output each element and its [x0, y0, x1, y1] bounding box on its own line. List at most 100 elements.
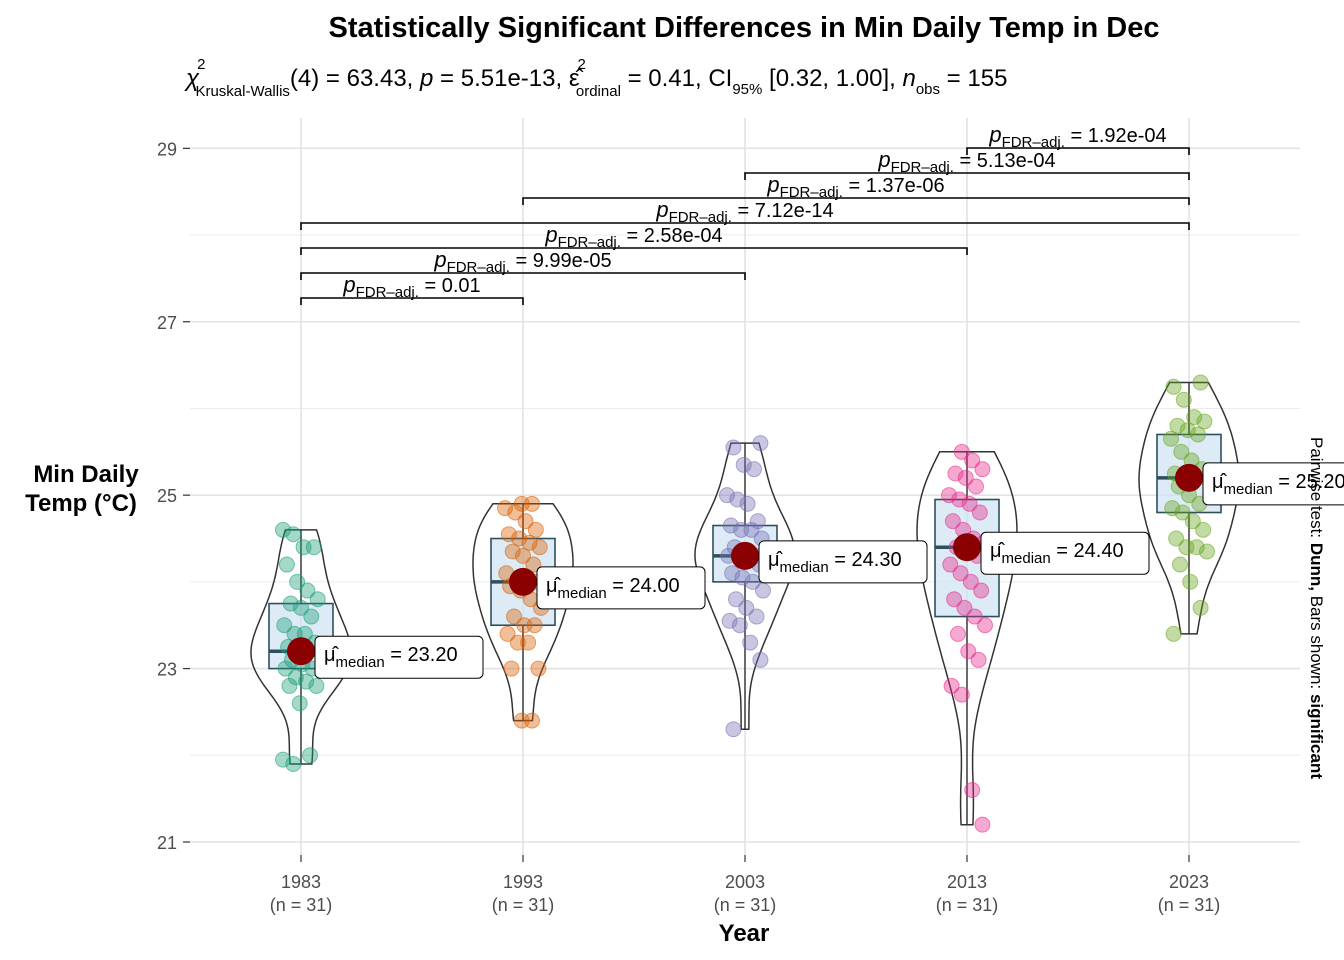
comparison-p-label: pFDR–adj. = 7.12e-14 [655, 197, 833, 226]
x-tick-count: (n = 31) [1158, 895, 1221, 915]
comparison-p-label: pFDR–adj. = 0.01 [342, 272, 480, 301]
data-point [725, 439, 742, 456]
data-point [507, 504, 524, 521]
data-point [289, 573, 306, 590]
chart-title: Statistically Significant Differences in… [328, 12, 1159, 44]
data-point [1179, 422, 1196, 439]
data-point [497, 500, 513, 517]
median-marker-2013 [953, 533, 981, 562]
data-point [739, 495, 756, 512]
data-point [1184, 513, 1201, 530]
data-point [302, 747, 318, 764]
violin-1983 [250, 529, 352, 765]
data-point [276, 617, 293, 634]
data-point [742, 634, 759, 651]
median-label-box [314, 635, 484, 679]
y-tick-label: 25 [157, 486, 177, 506]
data-point [1182, 573, 1199, 590]
data-point [944, 513, 961, 530]
data-point [722, 517, 739, 534]
median-label-box [536, 566, 706, 610]
data-point [1196, 413, 1213, 430]
data-point [1165, 378, 1182, 395]
x-tick-label: 2013 [947, 872, 987, 892]
data-point [749, 513, 766, 530]
data-point [299, 582, 316, 599]
median-label: μ̂median = 24.00 [546, 575, 680, 602]
x-axis-title: Year [719, 920, 770, 947]
data-point [947, 465, 964, 482]
data-point [971, 504, 988, 521]
data-point [293, 599, 309, 616]
median-marker-1993 [509, 567, 537, 596]
comparison-bracket [300, 247, 968, 255]
data-point [308, 677, 325, 694]
data-point [961, 495, 978, 512]
data-point [305, 539, 322, 556]
data-point [281, 677, 298, 694]
data-point [1163, 430, 1179, 447]
data-point [964, 452, 981, 469]
data-point [1168, 530, 1185, 547]
data-point [752, 651, 769, 668]
data-point [520, 634, 537, 651]
data-point [511, 530, 528, 547]
data-point [1190, 426, 1206, 443]
axes: 21 23 25 27 29 1983 (n = 31) 1993 (n = 31) 2003 (n… [157, 139, 1220, 915]
data-point [524, 712, 540, 729]
violins [250, 381, 1240, 826]
y-tick-label: 21 [157, 833, 177, 853]
data-point [735, 456, 752, 473]
data-point [277, 660, 294, 677]
data-point [499, 625, 516, 642]
data-point [956, 599, 973, 616]
data-point [719, 487, 735, 504]
data-point [724, 565, 741, 582]
data-point [974, 816, 991, 833]
comparison-bracket [300, 222, 1190, 230]
y-tick-label: 23 [157, 660, 177, 680]
data-point [964, 781, 981, 798]
data-point [941, 487, 957, 504]
data-point [1165, 625, 1182, 642]
data-point [1175, 391, 1192, 408]
data-point [504, 543, 521, 560]
median-markers: μ̂median = 23.20μ̂median = 24.00μ̂median… [287, 462, 1344, 679]
median-marker-2003 [731, 541, 759, 570]
data-point [524, 495, 540, 512]
data-point [1173, 443, 1190, 460]
data-point [952, 565, 969, 582]
data-point [738, 599, 755, 616]
median-label-box [758, 540, 928, 584]
data-point [734, 569, 751, 586]
data-point [1195, 521, 1212, 538]
data-point [1192, 374, 1209, 391]
data-point [515, 547, 531, 564]
x-tick-label: 2023 [1169, 872, 1209, 892]
comparison-bracket [300, 297, 524, 305]
comparison-p-label: pFDR–adj. = 5.13e-04 [877, 147, 1055, 176]
y-axis-title-line-1: Min Daily [33, 461, 139, 488]
comparison-bracket [744, 172, 1190, 180]
data-point [521, 534, 538, 551]
data-point [729, 491, 746, 508]
data-point [1188, 539, 1205, 556]
data-point [1192, 599, 1209, 616]
data-point [275, 751, 291, 768]
data-point [957, 469, 974, 486]
data-point [285, 755, 302, 772]
data-point [746, 461, 762, 478]
comparison-p-label: pFDR–adj. = 2.58e-04 [544, 222, 722, 251]
data-point [943, 677, 960, 694]
data-point [309, 591, 326, 608]
x-tick-count: (n = 31) [714, 895, 777, 915]
comparison-p-label: pFDR–adj. = 1.37e-06 [766, 172, 944, 201]
data-point [744, 573, 761, 590]
data-point [527, 521, 544, 538]
data-point [743, 521, 760, 538]
y-tick-label: 29 [157, 139, 177, 159]
data-point [755, 582, 771, 599]
data-point [282, 595, 299, 612]
data-point [503, 660, 520, 677]
